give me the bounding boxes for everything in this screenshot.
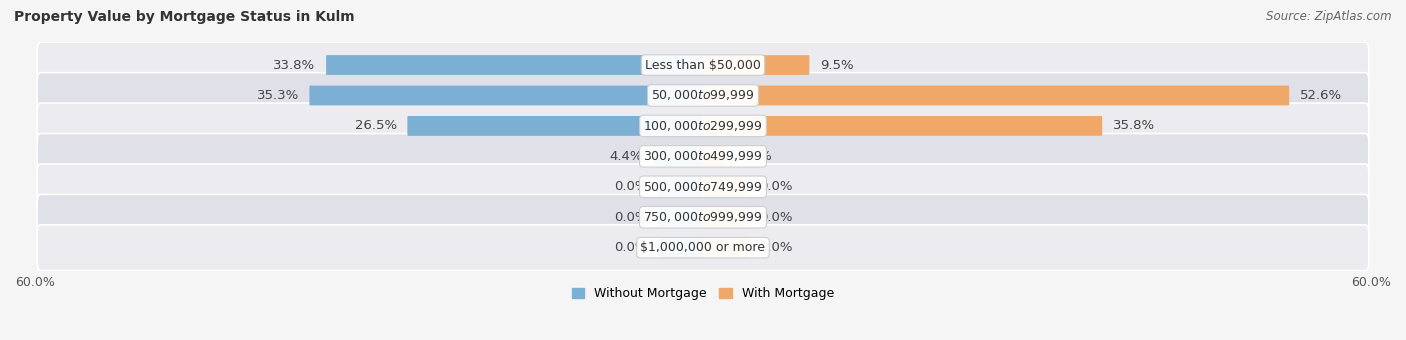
Text: $1,000,000 or more: $1,000,000 or more <box>641 241 765 254</box>
FancyBboxPatch shape <box>326 55 703 75</box>
Text: 0.0%: 0.0% <box>759 211 792 224</box>
FancyBboxPatch shape <box>37 164 1369 210</box>
FancyBboxPatch shape <box>37 134 1369 179</box>
Text: Less than $50,000: Less than $50,000 <box>645 58 761 71</box>
Text: Property Value by Mortgage Status in Kulm: Property Value by Mortgage Status in Kul… <box>14 10 354 24</box>
Text: 26.5%: 26.5% <box>354 119 396 132</box>
FancyBboxPatch shape <box>703 116 1102 136</box>
FancyBboxPatch shape <box>703 177 748 197</box>
FancyBboxPatch shape <box>658 238 703 258</box>
Text: 52.6%: 52.6% <box>1299 89 1341 102</box>
Legend: Without Mortgage, With Mortgage: Without Mortgage, With Mortgage <box>567 283 839 305</box>
Text: 9.5%: 9.5% <box>820 58 853 71</box>
FancyBboxPatch shape <box>309 86 703 105</box>
Text: $50,000 to $99,999: $50,000 to $99,999 <box>651 88 755 102</box>
FancyBboxPatch shape <box>408 116 703 136</box>
FancyBboxPatch shape <box>703 238 748 258</box>
FancyBboxPatch shape <box>703 55 810 75</box>
Text: 0.0%: 0.0% <box>759 180 792 193</box>
FancyBboxPatch shape <box>37 73 1369 118</box>
FancyBboxPatch shape <box>703 207 748 227</box>
Text: 35.8%: 35.8% <box>1112 119 1154 132</box>
Text: 33.8%: 33.8% <box>273 58 315 71</box>
Text: 0.0%: 0.0% <box>759 241 792 254</box>
FancyBboxPatch shape <box>658 177 703 197</box>
Text: $750,000 to $999,999: $750,000 to $999,999 <box>644 210 762 224</box>
Text: 4.4%: 4.4% <box>609 150 643 163</box>
FancyBboxPatch shape <box>37 103 1369 149</box>
Text: $300,000 to $499,999: $300,000 to $499,999 <box>644 149 762 163</box>
Text: $100,000 to $299,999: $100,000 to $299,999 <box>644 119 762 133</box>
Text: 0.0%: 0.0% <box>614 211 647 224</box>
FancyBboxPatch shape <box>37 42 1369 88</box>
Text: Source: ZipAtlas.com: Source: ZipAtlas.com <box>1267 10 1392 23</box>
FancyBboxPatch shape <box>703 86 1289 105</box>
Text: 35.3%: 35.3% <box>256 89 299 102</box>
FancyBboxPatch shape <box>37 194 1369 240</box>
FancyBboxPatch shape <box>37 225 1369 271</box>
FancyBboxPatch shape <box>658 207 703 227</box>
Text: 2.1%: 2.1% <box>738 150 772 163</box>
FancyBboxPatch shape <box>654 147 703 166</box>
Text: $500,000 to $749,999: $500,000 to $749,999 <box>644 180 762 194</box>
Text: 0.0%: 0.0% <box>614 241 647 254</box>
FancyBboxPatch shape <box>703 147 727 166</box>
Text: 0.0%: 0.0% <box>614 180 647 193</box>
